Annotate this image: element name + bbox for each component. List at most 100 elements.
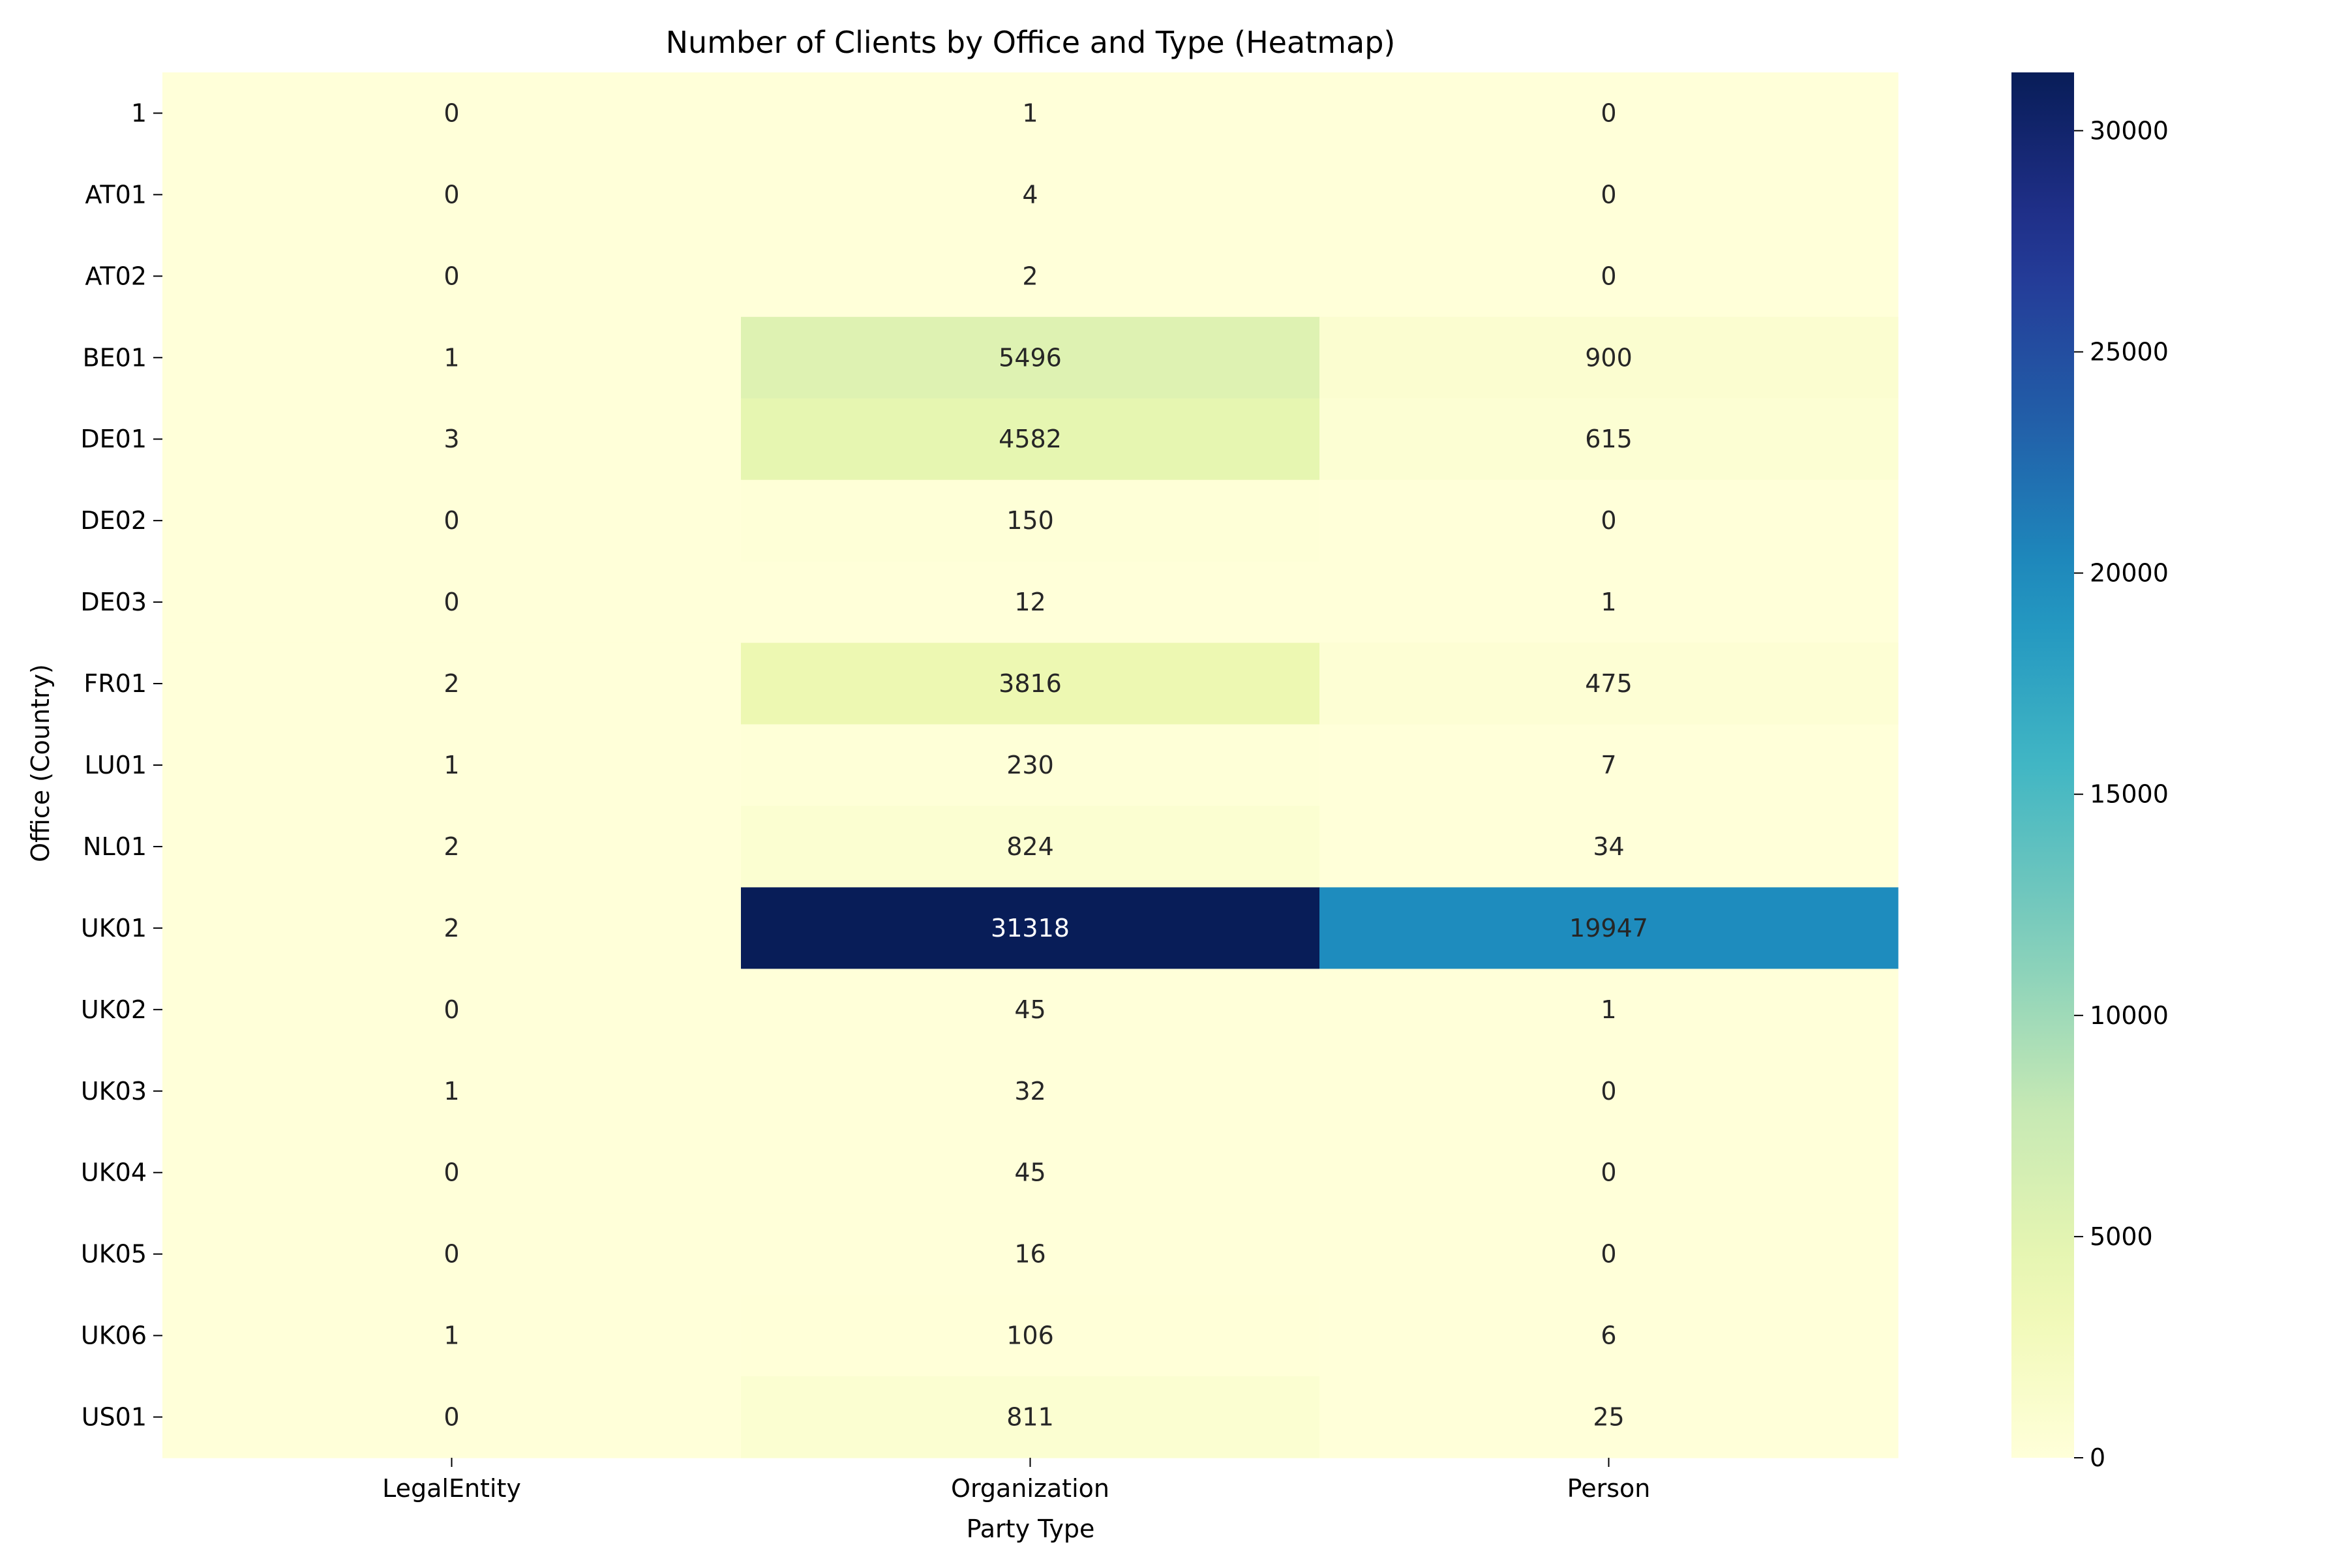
cell-value-label: 0 xyxy=(444,995,459,1024)
colorbar-gradient xyxy=(2011,72,2074,1458)
heatmap-cell xyxy=(1319,561,1899,644)
cell-value-label: 16 xyxy=(1014,1240,1046,1269)
y-tick-label: 1 xyxy=(131,98,147,127)
heatmap-cell xyxy=(162,969,742,1051)
cell-value-label: 615 xyxy=(1585,425,1633,453)
colorbar-tick-label: 5000 xyxy=(2090,1222,2153,1251)
heatmap-cell xyxy=(162,1213,742,1295)
cell-value-label: 5496 xyxy=(999,343,1062,372)
colorbar-tick-label: 10000 xyxy=(2090,1001,2169,1030)
heatmap-cell xyxy=(1319,316,1899,399)
heatmap-cell xyxy=(1319,969,1899,1051)
heatmap-cell xyxy=(162,887,742,969)
cell-value-label: 0 xyxy=(444,180,459,209)
heatmap-cell xyxy=(1319,1213,1899,1295)
y-tick-label: DE02 xyxy=(80,506,147,535)
y-tick-label: US01 xyxy=(82,1403,147,1432)
heatmap-cell xyxy=(741,887,1320,969)
colorbar-tick-label: 15000 xyxy=(2090,780,2169,809)
cell-value-label: 1 xyxy=(444,343,459,372)
heatmap-cell xyxy=(1319,1132,1899,1214)
cell-value-label: 1 xyxy=(444,1077,459,1106)
cell-value-label: 1 xyxy=(1601,588,1616,616)
heatmap-cell xyxy=(741,72,1320,155)
cell-value-label: 12 xyxy=(1014,588,1046,616)
cell-value-label: 2 xyxy=(1022,262,1038,290)
cell-value-label: 811 xyxy=(1006,1403,1054,1432)
heatmap-cell xyxy=(741,235,1320,318)
heatmap-cell xyxy=(162,561,742,644)
cell-value-label: 4582 xyxy=(999,425,1062,453)
heatmap-cell xyxy=(741,724,1320,807)
y-tick-label: DE01 xyxy=(80,425,147,453)
y-tick-label: NL01 xyxy=(83,832,147,861)
heatmap-cell xyxy=(741,561,1320,644)
heatmap-cell xyxy=(162,153,742,236)
cell-value-label: 1 xyxy=(1022,98,1038,127)
x-tick-label: LegalEntity xyxy=(382,1474,521,1503)
colorbar: 0 5000 10000 15000 20000 25000 30000 xyxy=(2011,72,2169,1472)
cell-value-label: 34 xyxy=(1593,832,1624,861)
cell-value-label: 0 xyxy=(444,1158,459,1187)
heatmap-cell xyxy=(1319,1376,1899,1458)
cell-value-label: 32 xyxy=(1014,1077,1046,1106)
cell-value-label: 0 xyxy=(444,506,459,535)
cell-value-label: 0 xyxy=(444,588,459,616)
cell-value-label: 0 xyxy=(444,1403,459,1432)
colorbar-tick-label: 30000 xyxy=(2090,116,2169,145)
heatmap-cell xyxy=(741,1295,1320,1377)
y-tick-label: UK01 xyxy=(81,914,147,942)
heatmap-cell xyxy=(1319,887,1899,969)
cell-value-label: 45 xyxy=(1014,1158,1046,1187)
cell-value-label: 6 xyxy=(1601,1321,1616,1350)
heatmap-cell xyxy=(1319,479,1899,562)
cell-value-label: 0 xyxy=(1601,1240,1616,1269)
heatmap-cell xyxy=(162,1132,742,1214)
y-tick-label: UK04 xyxy=(81,1158,147,1187)
cell-value-label: 0 xyxy=(444,1240,459,1269)
cell-value-label: 31318 xyxy=(991,914,1070,942)
heatmap-cell xyxy=(162,642,742,725)
heatmap-cell xyxy=(162,398,742,481)
cell-value-label: 150 xyxy=(1006,506,1054,535)
heatmap-cell xyxy=(1319,1050,1899,1132)
y-tick-label: AT01 xyxy=(85,180,147,209)
y-tick-label: UK06 xyxy=(81,1321,147,1350)
heatmap-cell xyxy=(741,1132,1320,1214)
cell-value-label: 0 xyxy=(1601,506,1616,535)
heatmap-cell xyxy=(741,316,1320,399)
x-tick-label: Organization xyxy=(951,1474,1109,1503)
cell-value-label: 824 xyxy=(1006,832,1054,861)
heatmap-cell xyxy=(741,398,1320,481)
cell-value-label: 19947 xyxy=(1569,914,1648,942)
cell-value-label: 2 xyxy=(444,669,459,698)
cell-value-label: 0 xyxy=(1601,1077,1616,1106)
cell-value-label: 3 xyxy=(444,425,459,453)
cell-value-label: 475 xyxy=(1585,669,1633,698)
heatmap-cell xyxy=(741,153,1320,236)
colorbar-tick-label: 20000 xyxy=(2090,559,2169,588)
cell-value-label: 7 xyxy=(1601,751,1616,779)
y-tick-label: AT02 xyxy=(85,262,147,290)
cell-value-label: 4 xyxy=(1022,180,1038,209)
y-tick-label: UK05 xyxy=(81,1240,147,1269)
heatmap-cell xyxy=(1319,153,1899,236)
cell-value-label: 1 xyxy=(444,1321,459,1350)
x-axis: LegalEntity Organization Person xyxy=(382,1458,1650,1503)
cell-value-label: 0 xyxy=(444,262,459,290)
cell-value-label: 25 xyxy=(1593,1403,1624,1432)
y-tick-label: FR01 xyxy=(83,669,147,698)
cell-value-label: 1 xyxy=(1601,995,1616,1024)
heatmap-cell xyxy=(741,642,1320,725)
heatmap-cell xyxy=(1319,72,1899,155)
cell-value-label: 1 xyxy=(444,751,459,779)
cell-value-label: 106 xyxy=(1006,1321,1054,1350)
y-tick-label: UK03 xyxy=(81,1077,147,1106)
heatmap-cell xyxy=(741,1050,1320,1132)
heatmap-cell xyxy=(162,806,742,888)
heatmap-cell xyxy=(1319,724,1899,807)
cell-value-label: 0 xyxy=(444,98,459,127)
x-tick-label: Person xyxy=(1567,1474,1651,1503)
